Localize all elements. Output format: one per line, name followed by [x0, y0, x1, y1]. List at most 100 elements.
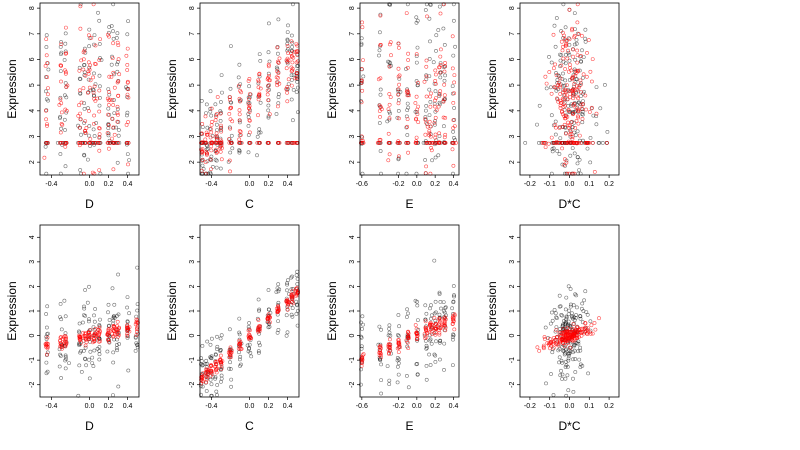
data-point [563, 83, 567, 88]
data-point [424, 94, 429, 99]
y-tick-label: 2 [189, 160, 196, 164]
data-point [437, 102, 442, 107]
data-point [563, 333, 568, 338]
data-point [239, 140, 244, 145]
data-point [209, 123, 214, 127]
data-point [582, 326, 587, 331]
data-point [563, 44, 568, 48]
y-tick-label: 4 [349, 109, 356, 113]
data-point [293, 140, 298, 145]
y-tick-label: 2 [29, 160, 36, 164]
data-point [110, 98, 115, 103]
plot-frame [199, 224, 300, 398]
data-point [437, 4, 442, 9]
data-point [107, 103, 111, 107]
data-point [82, 107, 87, 111]
data-point [566, 108, 571, 112]
data-point [230, 119, 235, 124]
data-point [77, 143, 82, 148]
data-point [358, 140, 363, 145]
data-point [386, 131, 391, 136]
data-point [568, 304, 573, 309]
data-point [58, 63, 63, 68]
data-point [423, 338, 428, 343]
data-point [578, 78, 583, 83]
data-point [266, 83, 271, 88]
data-point [218, 146, 222, 150]
data-point [97, 135, 102, 140]
data-point [568, 89, 573, 94]
data-point [561, 327, 566, 332]
data-point [566, 50, 571, 55]
data-point [581, 72, 586, 77]
data-point [560, 338, 565, 343]
data-point [77, 343, 82, 348]
data-point [415, 318, 420, 323]
data-point [92, 134, 97, 138]
data-point [557, 304, 562, 309]
data-point [112, 111, 117, 116]
data-point [433, 299, 438, 304]
data-point [563, 157, 567, 162]
data-point [266, 98, 271, 103]
data-point [378, 13, 383, 18]
data-point [570, 137, 575, 141]
data-point [580, 117, 585, 121]
data-point [63, 68, 67, 73]
data-point [556, 73, 561, 78]
data-point [111, 350, 116, 355]
data-point [396, 74, 401, 79]
data-point [87, 44, 92, 49]
data-point [78, 350, 83, 355]
x-tick-label: 0.2 [604, 181, 614, 188]
data-point [567, 43, 572, 47]
data-point [415, 83, 420, 88]
data-point [586, 38, 591, 42]
data-point [136, 320, 140, 325]
data-point [228, 360, 233, 365]
data-point [64, 70, 68, 75]
data-point [290, 306, 295, 311]
data-point [214, 122, 219, 127]
data-point [590, 140, 595, 145]
data-point [124, 123, 129, 127]
data-point [91, 127, 96, 132]
data-point [553, 132, 558, 137]
data-point [387, 140, 392, 145]
data-point [428, 39, 432, 44]
data-point [87, 65, 92, 70]
data-point [92, 319, 97, 324]
data-point [78, 111, 83, 116]
data-point [106, 106, 111, 111]
data-point [453, 44, 458, 49]
data-point [97, 148, 102, 153]
x-tick-label: 0.2 [104, 181, 114, 188]
data-point [218, 100, 223, 104]
data-point [443, 116, 448, 120]
data-point [257, 74, 262, 79]
data-point [59, 354, 63, 358]
data-point [565, 56, 570, 61]
data-point [290, 49, 295, 54]
data-point [584, 74, 589, 79]
data-point [228, 150, 233, 155]
data-point [558, 85, 562, 90]
data-point [580, 306, 584, 311]
data-point [63, 354, 68, 359]
data-point [227, 366, 232, 371]
data-point [294, 312, 299, 316]
data-point [566, 353, 571, 358]
x-tick-label: 0.2 [430, 403, 440, 410]
data-point [565, 329, 570, 334]
data-point [438, 75, 443, 80]
data-point [429, 316, 433, 321]
y-axis-title: Expression [5, 59, 19, 118]
data-point [89, 140, 93, 145]
data-point [554, 140, 559, 145]
data-point [359, 334, 363, 339]
data-point [551, 345, 556, 350]
data-point [276, 95, 281, 100]
data-point [227, 97, 232, 102]
data-point [276, 17, 281, 22]
data-point [200, 343, 205, 348]
